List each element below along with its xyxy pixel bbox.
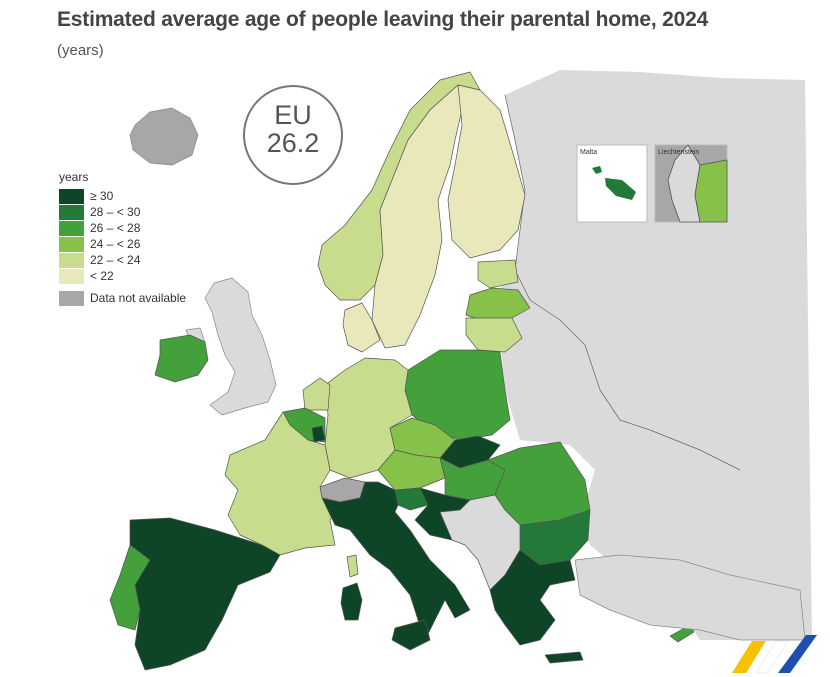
region-corsica bbox=[346, 554, 359, 578]
region-finland bbox=[447, 84, 526, 259]
legend-title: years bbox=[59, 170, 89, 184]
region-turkey bbox=[574, 554, 806, 641]
region-iceland bbox=[129, 107, 199, 166]
legend-item-na: Data not available bbox=[59, 290, 186, 306]
region-portugal bbox=[109, 544, 151, 631]
inset-malta: Malta bbox=[577, 145, 647, 222]
region-denmark bbox=[342, 302, 381, 353]
region-estonia bbox=[477, 259, 519, 289]
inset-liechtenstein-label: Liechtenstein bbox=[658, 149, 700, 156]
legend-item: 22 – < 24 bbox=[59, 252, 186, 268]
region-russia-finland-border bbox=[504, 94, 741, 471]
legend-item: 24 – < 26 bbox=[59, 236, 186, 252]
legend-label: 22 – < 24 bbox=[90, 253, 141, 267]
legend-label: 26 – < 28 bbox=[90, 221, 141, 235]
region-italy bbox=[321, 481, 471, 641]
region-netherlands bbox=[302, 377, 331, 411]
region-ireland bbox=[154, 334, 209, 383]
eu-badge-value: 26.2 bbox=[266, 128, 320, 158]
legend-label: 28 – < 30 bbox=[90, 205, 141, 219]
region-crete bbox=[544, 651, 584, 664]
legend-swatch bbox=[59, 188, 84, 204]
legend-item: < 22 bbox=[59, 268, 186, 284]
legend-item: 28 – < 30 bbox=[59, 204, 186, 220]
eu-average-badge: EU 26.2 bbox=[243, 85, 343, 185]
region-luxembourg bbox=[311, 425, 326, 443]
legend-swatch bbox=[59, 252, 84, 268]
region-non-eu-east bbox=[490, 70, 812, 640]
region-latvia bbox=[465, 287, 531, 321]
region-uk bbox=[204, 277, 277, 416]
legend-item: 26 – < 28 bbox=[59, 220, 186, 236]
inset-malta-map bbox=[576, 144, 648, 223]
legend-swatch bbox=[59, 268, 84, 284]
region-sicily bbox=[391, 619, 431, 651]
legend: years ≥ 30 28 – < 30 26 – < 28 24 – < 26… bbox=[59, 170, 186, 306]
eu-badge-label: EU bbox=[274, 100, 312, 130]
region-greece bbox=[489, 549, 576, 646]
legend-label: ≥ 30 bbox=[90, 189, 114, 203]
region-sweden bbox=[371, 84, 463, 349]
legend-item: ≥ 30 bbox=[59, 188, 186, 204]
legend-label-na: Data not available bbox=[90, 291, 187, 305]
legend-label: < 22 bbox=[90, 269, 114, 283]
inset-malta-label: Malta bbox=[580, 149, 598, 156]
legend-swatch bbox=[59, 236, 84, 252]
legend-swatch bbox=[59, 220, 84, 236]
chart-subtitle: (years) bbox=[57, 42, 104, 59]
legend-label: 24 – < 26 bbox=[90, 237, 141, 251]
region-lithuania bbox=[465, 317, 523, 353]
inset-liechtenstein: Liechtenstein bbox=[655, 145, 727, 222]
eurostat-logo-icon bbox=[732, 635, 817, 674]
legend-swatch bbox=[59, 204, 84, 220]
region-sardinia bbox=[340, 582, 363, 621]
legend-swatch-na bbox=[59, 290, 84, 306]
chart-title: Estimated average age of people leaving … bbox=[57, 8, 709, 31]
inset-liechtenstein-map bbox=[654, 144, 728, 223]
